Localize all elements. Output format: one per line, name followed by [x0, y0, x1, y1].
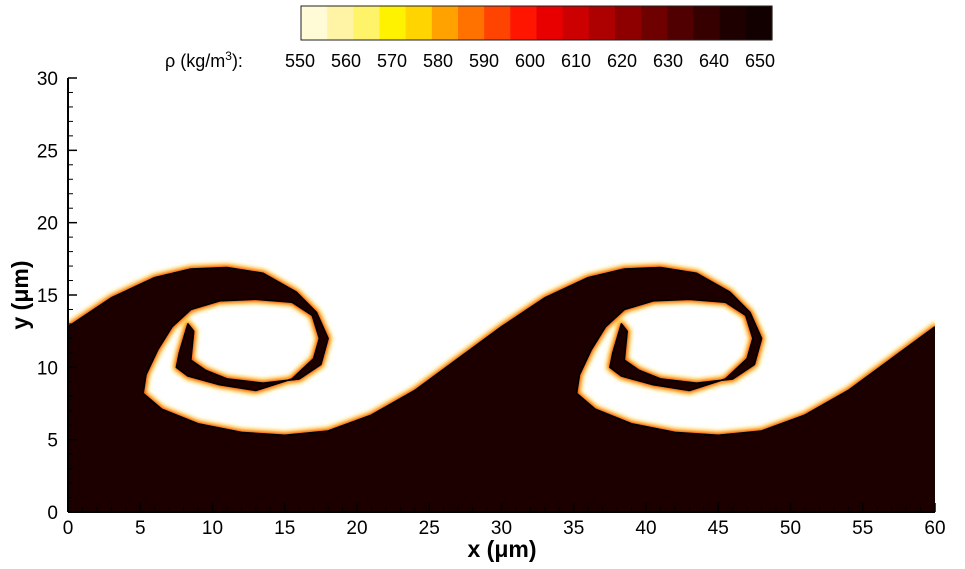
- colorbar-swatch: [458, 6, 485, 40]
- colorbar-swatch: [431, 6, 459, 40]
- colorbar-swatch: [641, 6, 668, 40]
- colorbar-swatch: [484, 6, 511, 40]
- colorbar-tick-label: 570: [377, 51, 407, 71]
- colorbar-swatch: [379, 6, 407, 40]
- colorbar-swatch: [693, 6, 721, 40]
- colorbar-swatch: [719, 6, 747, 40]
- colorbar-tick-label: 600: [515, 51, 545, 71]
- colorbar-swatch: [405, 6, 433, 40]
- colorbar-swatches: [300, 5, 773, 41]
- colorbar-swatch: [562, 6, 590, 40]
- y-tick-label: 0: [47, 503, 58, 524]
- x-axis-title: x (μm): [467, 536, 536, 562]
- x-tick-label: 20: [346, 518, 367, 539]
- colorbar-swatch: [327, 6, 354, 40]
- x-tick-label: 50: [780, 518, 801, 539]
- colorbar-swatch: [301, 6, 328, 40]
- x-tick-label: 35: [563, 518, 584, 539]
- colorbar-swatch: [615, 6, 642, 40]
- x-tick-label: 45: [708, 518, 729, 539]
- colorbar-tick-label: 640: [699, 51, 729, 71]
- x-tick-label: 40: [635, 518, 656, 539]
- x-tick-label: 10: [202, 518, 223, 539]
- interface-contours: [68, 266, 935, 437]
- colorbar-tick-label: 620: [607, 51, 637, 71]
- colorbar-tick-label: 610: [561, 51, 591, 71]
- colorbar-tick-labels: 550 560 570 580 590 600 610 620 630 640 650: [285, 51, 775, 71]
- y-tick-label: 10: [37, 358, 58, 379]
- y-tick-label: 25: [37, 141, 58, 162]
- colorbar-tick-label: 550: [285, 51, 315, 71]
- y-tick-label: 30: [37, 69, 58, 90]
- plot-area: [68, 78, 935, 512]
- x-tick-label: 0: [63, 518, 74, 539]
- x-tick-label: 5: [135, 518, 146, 539]
- colorbar-swatch: [536, 6, 564, 40]
- colorbar: 550 560 570 580 590 600 610 620 630 640 650 ρ (kg/…: [165, 5, 775, 71]
- colorbar-swatch: [353, 6, 381, 40]
- colorbar-tick-label: 560: [331, 51, 361, 71]
- y-tick-label: 5: [47, 431, 58, 452]
- y-axis-ticks: 0 5 10 15 20 25 30: [37, 69, 77, 524]
- colorbar-tick-label: 630: [653, 51, 683, 71]
- colorbar-swatch: [510, 6, 538, 40]
- x-tick-label: 30: [491, 518, 512, 539]
- colorbar-title: ρ (kg/m3):: [165, 49, 243, 71]
- y-axis-title: y (μm): [7, 260, 33, 329]
- x-tick-label: 15: [274, 518, 295, 539]
- colorbar-swatch: [667, 6, 695, 40]
- y-tick-label: 15: [37, 286, 58, 307]
- colorbar-frame: [300, 5, 773, 41]
- interface-contour-line: [68, 266, 502, 437]
- colorbar-tick-label: 580: [423, 51, 453, 71]
- colorbar-tick-label: 590: [469, 51, 499, 71]
- colorbar-swatch: [745, 6, 773, 40]
- colorbar-tick-label: 650: [745, 51, 775, 71]
- x-axis-ticks: 0 5 10 15 20 25 30 35 40 45 50 55 60: [63, 503, 946, 539]
- heavy-fluid-region: [68, 267, 935, 512]
- x-tick-label: 55: [852, 518, 873, 539]
- colorbar-swatch: [588, 6, 616, 40]
- y-tick-label: 20: [37, 214, 58, 235]
- x-tick-label: 25: [419, 518, 440, 539]
- interface-contour-line: [501, 266, 935, 437]
- axes: 0 5 10 15 20 25 30 35 40 45 50 55 60 0 5 10 15 20 25 30 x …: [7, 69, 946, 562]
- x-tick-label: 60: [924, 518, 945, 539]
